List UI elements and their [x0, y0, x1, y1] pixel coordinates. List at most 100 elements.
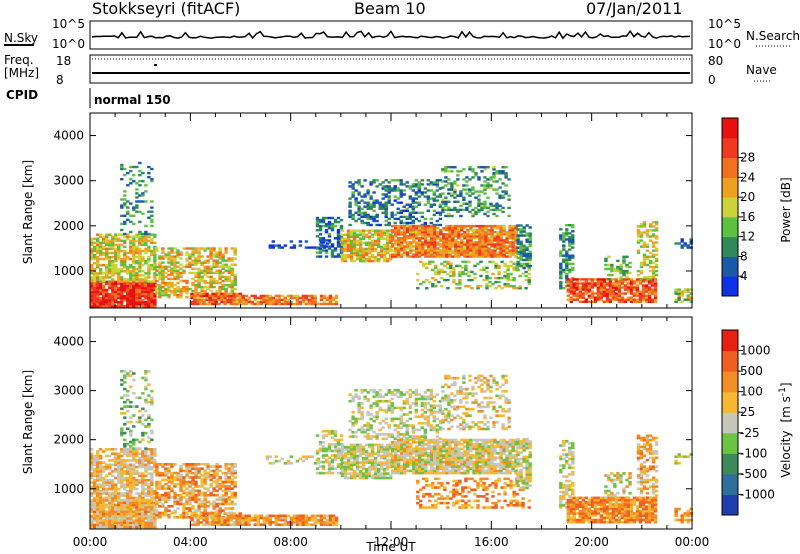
heatmap-cell	[292, 244, 297, 247]
heatmap-cell	[373, 259, 378, 263]
heatmap-cell	[569, 292, 573, 295]
heatmap-cell	[173, 294, 177, 297]
heatmap-cell	[256, 296, 260, 300]
heatmap-cell	[559, 282, 563, 286]
heatmap-cell	[111, 483, 115, 486]
heatmap-cell	[200, 502, 204, 506]
heatmap-cell	[648, 259, 653, 263]
heatmap-cell	[191, 247, 195, 250]
heatmap-cell	[120, 481, 124, 484]
heatmap-cell	[217, 292, 221, 296]
heatmap-cell	[105, 257, 109, 261]
heatmap-cell	[147, 276, 151, 279]
freq-label: Freq.	[4, 53, 34, 67]
heatmap-cell	[490, 249, 494, 252]
heatmap-cell	[430, 233, 434, 236]
heatmap-cell	[596, 296, 601, 299]
heatmap-cell	[389, 233, 393, 236]
heatmap-cell	[433, 249, 437, 252]
heatmap-cell	[215, 467, 219, 470]
heatmap-cell	[421, 227, 425, 230]
heatmap-cell	[155, 292, 159, 295]
heatmap-cell	[141, 232, 145, 236]
heatmap-cell	[147, 414, 151, 417]
heatmap-cell	[463, 255, 467, 258]
heatmap-cell	[191, 496, 195, 499]
heatmap-cell	[206, 275, 210, 279]
heatmap-cell	[230, 463, 234, 466]
heatmap-cell	[391, 239, 395, 242]
heatmap-cell	[96, 276, 100, 279]
heatmap-cell	[153, 303, 157, 306]
heatmap-cell	[387, 195, 391, 198]
heatmap-cell	[358, 243, 363, 247]
heatmap-cell	[111, 278, 115, 281]
heatmap-cell	[336, 216, 341, 220]
heatmap-cell	[170, 285, 174, 289]
heatmap-cell	[105, 253, 109, 257]
heatmap-cell	[211, 294, 215, 298]
heatmap-cell	[680, 244, 684, 247]
heatmap-cell	[496, 251, 500, 254]
heatmap-cell	[126, 523, 130, 527]
heatmap-cell	[569, 298, 573, 301]
heatmap-cell	[414, 191, 418, 194]
heatmap-cell	[366, 207, 370, 210]
heatmap-cell	[105, 303, 109, 306]
heatmap-cell	[90, 255, 94, 259]
heatmap-cell	[96, 259, 100, 263]
heatmap-cell	[519, 232, 523, 235]
heatmap-cell	[645, 255, 650, 258]
heatmap-cell	[493, 245, 497, 248]
heatmap-cell	[214, 523, 218, 526]
heatmap-cell	[632, 282, 637, 285]
heatmap-cell	[185, 257, 189, 260]
heatmap-cell	[141, 303, 145, 306]
heatmap-cell	[642, 263, 647, 267]
heatmap-cell	[625, 263, 629, 267]
heatmap-cell	[93, 505, 97, 509]
heatmap-cell	[295, 296, 300, 300]
heatmap-cell	[502, 251, 506, 254]
heatmap-cell	[429, 181, 433, 184]
heatmap-cell	[123, 450, 127, 453]
heatmap-cell	[221, 480, 225, 484]
heatmap-cell	[575, 282, 579, 285]
heatmap-cell	[173, 263, 177, 266]
heatmap-cell	[170, 505, 174, 508]
heatmap-cell	[373, 257, 378, 261]
heatmap-cell	[325, 302, 330, 306]
heatmap-cell	[485, 278, 489, 282]
heatmap-cell	[138, 259, 142, 263]
heatmap-cell	[135, 521, 139, 524]
heatmap-cell	[484, 231, 488, 234]
heatmap-cell	[191, 251, 195, 254]
heatmap-cell	[487, 253, 491, 256]
heatmap-cell	[147, 247, 151, 251]
heatmap-cell	[451, 237, 455, 240]
heatmap-cell	[138, 301, 142, 304]
heatmap-cell	[185, 259, 189, 262]
heatmap-cell	[232, 300, 236, 304]
heatmap-cell	[141, 414, 145, 417]
heatmap-cell	[211, 516, 215, 520]
heatmap-cell	[364, 251, 369, 255]
heatmap-cell	[414, 211, 418, 214]
heatmap-cell	[211, 298, 215, 302]
heatmap-cell	[111, 521, 115, 524]
heatmap-cell	[144, 251, 148, 255]
heatmap-cell	[147, 232, 151, 236]
heatmap-cell	[454, 249, 458, 252]
heatmap-cell	[179, 275, 183, 279]
heatmap-cell	[206, 265, 210, 268]
heatmap-cell	[431, 282, 435, 286]
heatmap-cell	[102, 276, 106, 279]
heatmap-cell	[262, 296, 266, 300]
heatmap-cell	[253, 302, 257, 306]
heatmap-cell	[424, 251, 428, 254]
heatmap-cell	[472, 233, 476, 236]
heatmap-cell	[129, 478, 133, 482]
heatmap-cell	[132, 282, 136, 286]
heatmap-cell	[170, 289, 174, 293]
heatmap-cell	[105, 523, 109, 527]
